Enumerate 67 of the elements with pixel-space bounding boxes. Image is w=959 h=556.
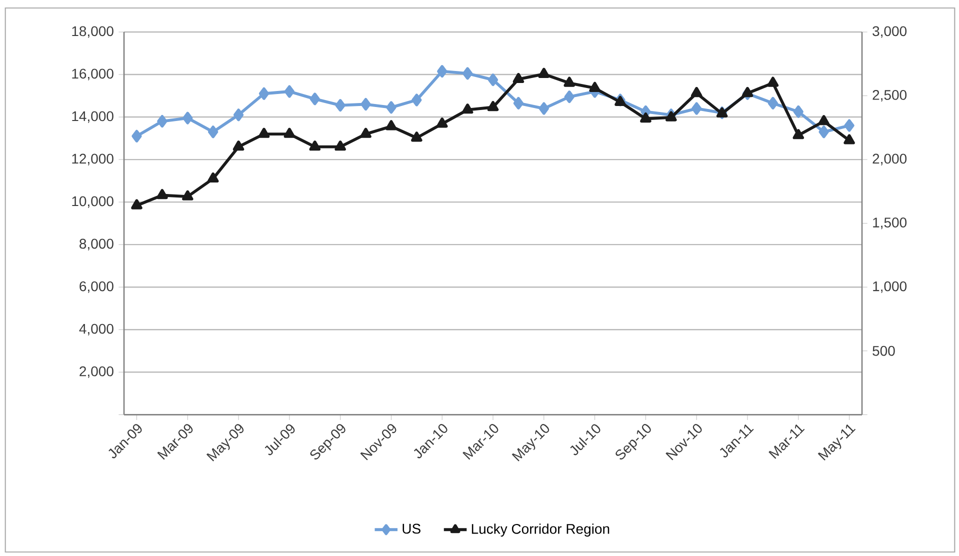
- point: [742, 86, 754, 98]
- point: [411, 132, 422, 142]
- point: [232, 140, 244, 151]
- point: [207, 172, 219, 183]
- y2-tick-label: 2,000: [872, 154, 907, 166]
- point: [666, 111, 677, 122]
- y-tick-label: 16,000: [72, 68, 114, 80]
- point: [538, 102, 549, 115]
- point: [844, 134, 855, 144]
- y-tick-label: 8,000: [80, 238, 114, 250]
- point: [131, 199, 142, 210]
- y2-tick-label: 1,000: [873, 281, 907, 293]
- point: [690, 86, 702, 98]
- point: [360, 128, 372, 138]
- point: [310, 92, 320, 106]
- point: [513, 96, 524, 110]
- y-tick-label: 14,000: [72, 111, 114, 123]
- point: [386, 120, 397, 130]
- point: [233, 108, 244, 122]
- point: [309, 140, 320, 151]
- point: [564, 90, 574, 104]
- point: [818, 115, 830, 126]
- point: [334, 140, 346, 151]
- y-tick-label: 12,000: [72, 154, 114, 166]
- point: [538, 68, 550, 78]
- point: [436, 118, 448, 128]
- point: [462, 67, 473, 80]
- point: [564, 76, 575, 87]
- point: [589, 82, 600, 92]
- y2-tick-label: 3,000: [872, 26, 907, 38]
- point: [258, 87, 270, 100]
- point: [437, 65, 448, 78]
- point: [488, 74, 498, 86]
- point: [157, 115, 168, 128]
- y-tick-label: 18,000: [72, 26, 114, 38]
- point: [156, 188, 168, 200]
- y-tick-label: 4,000: [79, 324, 114, 336]
- point: [284, 85, 294, 98]
- point: [844, 119, 854, 132]
- point: [335, 99, 346, 112]
- point: [818, 126, 829, 138]
- point: [512, 72, 524, 84]
- point: [132, 130, 142, 142]
- y-tick-label: 2,000: [80, 366, 114, 378]
- y-tick-label: 10,000: [72, 196, 114, 208]
- point: [360, 98, 371, 111]
- point: [768, 96, 778, 110]
- point: [412, 94, 422, 106]
- y2-tick-label: 1,500: [873, 218, 907, 230]
- point: [462, 104, 474, 114]
- point: [182, 190, 194, 200]
- point: [284, 128, 296, 138]
- point: [792, 129, 804, 140]
- legend-label: US: [402, 524, 420, 534]
- point: [487, 100, 499, 112]
- y2-tick-label: 2,500: [872, 90, 907, 102]
- point: [767, 76, 779, 87]
- point: [182, 112, 193, 124]
- point: [692, 102, 702, 115]
- point: [640, 112, 652, 123]
- point: [793, 105, 804, 118]
- point: [208, 126, 218, 138]
- point: [258, 128, 270, 138]
- y2-tick-label: 500: [872, 346, 895, 356]
- y-tick-label: 6,000: [80, 281, 114, 293]
- point: [386, 101, 396, 114]
- legend-label: Lucky Corridor Region: [472, 524, 610, 537]
